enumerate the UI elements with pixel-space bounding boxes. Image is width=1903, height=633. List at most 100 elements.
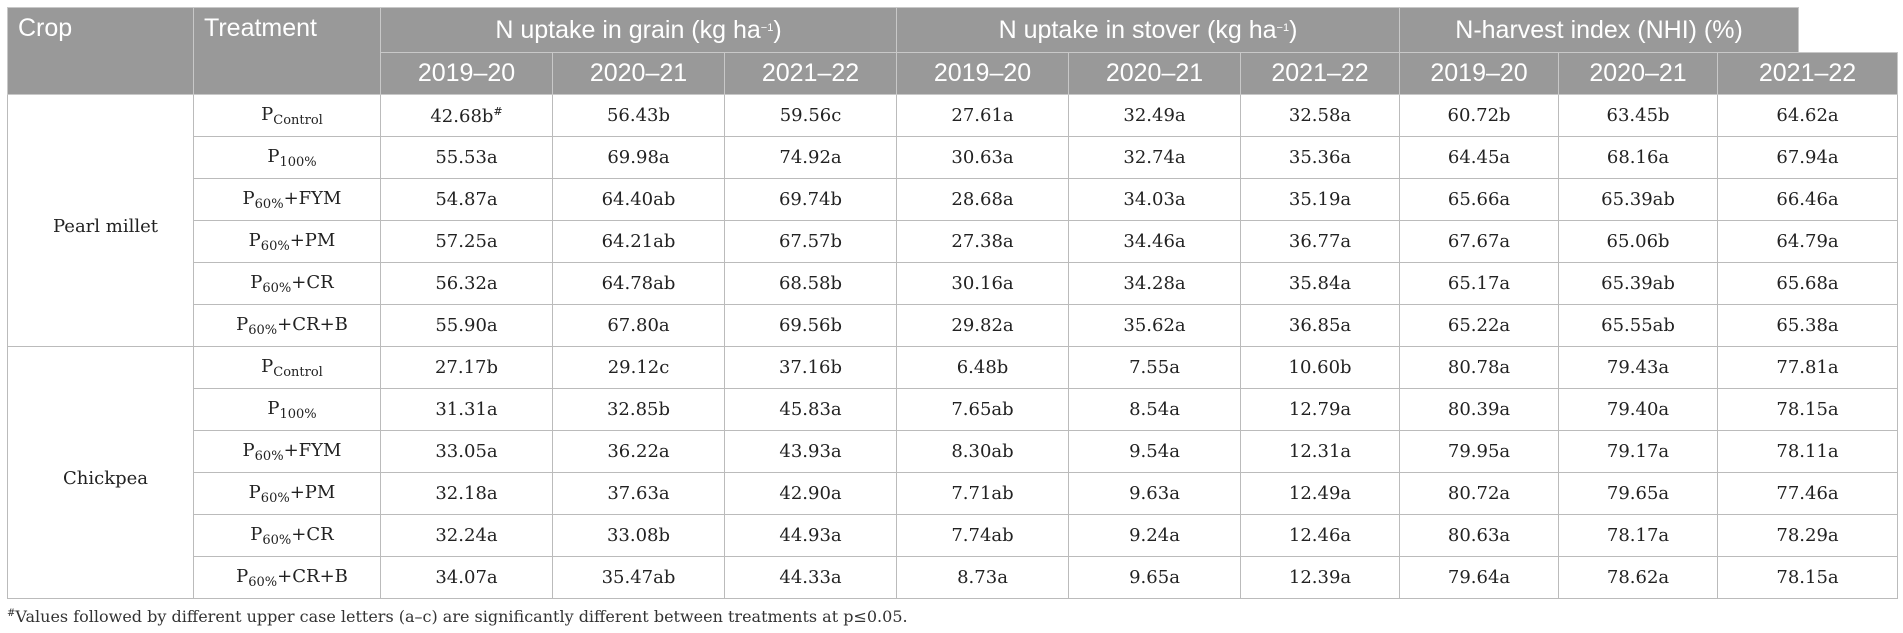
value-cell: 35.62a <box>1068 304 1242 347</box>
value-cell: 64.45a <box>1399 136 1560 179</box>
value-cell: 32.49a <box>1068 94 1242 137</box>
table-row: P60%+CR+B 55.90a 67.80a 69.56b 29.82a 35.62a 3… <box>8 304 1898 347</box>
value-cell: 35.19a <box>1240 178 1401 221</box>
value-cell: 27.61a <box>896 94 1070 137</box>
value-cell: 65.55ab <box>1558 304 1719 347</box>
value-cell: 7.65ab <box>896 388 1070 431</box>
value-cell: 36.77a <box>1240 220 1401 263</box>
value-cell: 79.95a <box>1399 430 1560 473</box>
value-cell: 79.43a <box>1558 346 1719 389</box>
value-cell: 33.05a <box>380 430 553 473</box>
footnote-text: Values followed by different upper case … <box>15 607 908 626</box>
value-cell: 80.78a <box>1399 346 1560 389</box>
value-cell: 68.58b <box>723 262 898 305</box>
value-cell: 27.38a <box>896 220 1070 263</box>
value-cell: 57.25a <box>380 220 553 263</box>
table-row: P60%+CR 56.32a 64.78ab 68.58b 30.16a 34.28a 35… <box>8 262 1898 305</box>
value-cell: 8.54a <box>1068 388 1242 431</box>
value-cell: 42.68b# <box>380 94 553 137</box>
value-cell: 32.74a <box>1068 136 1242 179</box>
treatment-cell: P60%+CR+B <box>193 304 381 347</box>
value-cell: 79.65a <box>1558 472 1719 515</box>
header-year: 2021–22 <box>723 52 898 95</box>
value-cell: 10.60b <box>1240 346 1401 389</box>
value-cell: 34.07a <box>380 556 553 599</box>
treatment-cell: P60%+FYM <box>193 430 381 473</box>
treatment-cell: P60%+CR <box>193 514 381 557</box>
value-cell: 9.63a <box>1068 472 1242 515</box>
value-cell: 65.39ab <box>1558 178 1719 221</box>
value-cell: 80.72a <box>1399 472 1560 515</box>
value-cell: 65.66a <box>1399 178 1560 221</box>
value-cell: 64.78ab <box>552 262 725 305</box>
value-cell: 65.39ab <box>1558 262 1719 305</box>
value-cell: 32.58a <box>1240 94 1401 137</box>
value-cell: 78.15a <box>1717 388 1898 431</box>
value-cell: 67.94a <box>1717 136 1898 179</box>
value-cell: 34.46a <box>1068 220 1242 263</box>
value-cell: 74.92a <box>723 136 898 179</box>
value-cell: 79.40a <box>1558 388 1719 431</box>
header-year: 2020–21 <box>1558 52 1719 95</box>
value-cell: 78.17a <box>1558 514 1719 557</box>
value-cell: 6.48b <box>896 346 1070 389</box>
value-cell: 59.56c <box>723 94 898 137</box>
value-cell: 65.06b <box>1558 220 1719 263</box>
table-row: Pearl millet PControl 42.68b# 56.43b 59.56c 2… <box>7 94 1898 347</box>
table-row: Chickpea PControl 27.17b 29.12c 37.16b 6.48b 7… <box>7 346 1898 599</box>
value-cell: 65.17a <box>1399 262 1560 305</box>
value-cell: 7.74ab <box>896 514 1070 557</box>
value-cell: 7.71ab <box>896 472 1070 515</box>
header-year: 2021–22 <box>1717 52 1898 95</box>
value-cell: 67.57b <box>723 220 898 263</box>
treatment-cell: PControl <box>193 346 381 389</box>
value-cell: 32.18a <box>380 472 553 515</box>
value-cell: 78.62a <box>1558 556 1719 599</box>
value-cell: 64.62a <box>1717 94 1898 137</box>
header-year: 2019–20 <box>896 52 1070 95</box>
value-cell: 30.63a <box>896 136 1070 179</box>
value-cell: 63.45b <box>1558 94 1719 137</box>
table-header: Crop Treatment N uptake in grain (kg ha−… <box>7 7 1898 95</box>
value-cell: 35.47ab <box>552 556 725 599</box>
value-cell: 78.29a <box>1717 514 1898 557</box>
value-cell: 67.67a <box>1399 220 1560 263</box>
header-year: 2019–20 <box>380 52 553 95</box>
value-cell: 65.68a <box>1717 262 1898 305</box>
value-cell: 29.12c <box>552 346 725 389</box>
value-cell: 27.17b <box>380 346 553 389</box>
footnote: #Values followed by different upper case… <box>7 607 908 626</box>
value-cell: 80.63a <box>1399 514 1560 557</box>
value-cell: 12.46a <box>1240 514 1401 557</box>
value-cell: 44.93a <box>723 514 898 557</box>
table-row: P60%+CR 32.24a 33.08b 44.93a 7.74ab 9.24a 12.4… <box>8 514 1898 557</box>
value-cell: 30.16a <box>896 262 1070 305</box>
table-row: P60%+FYM 54.87a 64.40ab 69.74b 28.68a 34.03a 3… <box>8 178 1898 221</box>
header-year: 2021–22 <box>1240 52 1401 95</box>
value-cell: 9.24a <box>1068 514 1242 557</box>
treatment-cell: P60%+CR+B <box>193 556 381 599</box>
value-cell: 69.98a <box>552 136 725 179</box>
value-cell: 64.40ab <box>552 178 725 221</box>
value-cell: 77.46a <box>1717 472 1898 515</box>
treatment-cell: P100% <box>193 388 381 431</box>
value-cell: 64.79a <box>1717 220 1898 263</box>
table-row: P60%+FYM 33.05a 36.22a 43.93a 8.30ab 9.54a 12.… <box>8 430 1898 473</box>
value-cell: 55.90a <box>380 304 553 347</box>
table-row: P100% 31.31a 32.85b 45.83a 7.65ab 8.54a 12.79a… <box>8 388 1898 431</box>
value-cell: 55.53a <box>380 136 553 179</box>
header-year: 2020–21 <box>1068 52 1242 95</box>
value-cell: 78.11a <box>1717 430 1898 473</box>
value-cell: 69.56b <box>723 304 898 347</box>
treatment-cell: P60%+PM <box>193 472 381 515</box>
table-row: P60%+CR+B 34.07a 35.47ab 44.33a 8.73a 9.65a 12… <box>8 556 1898 599</box>
value-cell: 79.17a <box>1558 430 1719 473</box>
value-cell: 68.16a <box>1558 136 1719 179</box>
value-cell: 69.74b <box>723 178 898 221</box>
value-cell: 66.46a <box>1717 178 1898 221</box>
header-nhi-group: N-harvest index (NHI) (%) <box>1399 7 1800 53</box>
value-cell: 8.73a <box>896 556 1070 599</box>
value-cell: 42.90a <box>723 472 898 515</box>
value-cell: 32.85b <box>552 388 725 431</box>
value-cell: 28.68a <box>896 178 1070 221</box>
